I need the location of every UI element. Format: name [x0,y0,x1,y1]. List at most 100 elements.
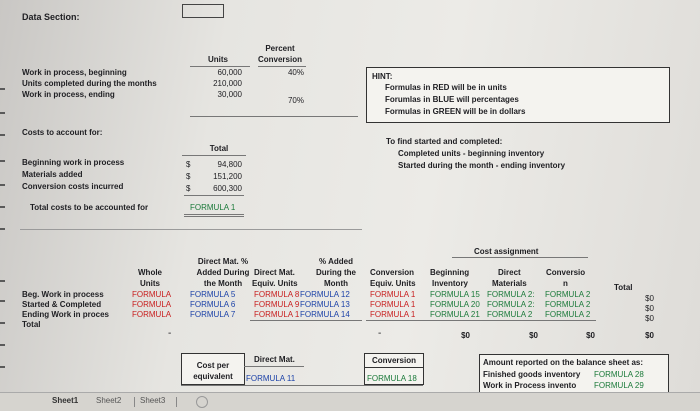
add-sheet-icon[interactable] [196,396,208,408]
cell-beg-inv[interactable]: FORMULA 20 [430,300,480,309]
beg-wip-cost-label: Beginning work in process [22,158,125,167]
conversion-costs-value[interactable]: 600,300 [213,184,242,193]
col-header-whole: Units [140,279,160,288]
cell-pct-added[interactable]: FORMULA 13 [300,300,350,309]
costs-heading: Costs to account for: [22,128,103,137]
row-marker [0,184,5,186]
cell-beg-inv[interactable]: FORMULA 21 [430,310,480,319]
cell-dm-eu[interactable]: FORMULA 1 [254,310,299,319]
cost-per-cv-formula[interactable]: FORMULA 18 [367,374,417,383]
cell-whole-units[interactable]: FORMULA [132,290,172,299]
row-marker [0,300,5,302]
row-marker [0,112,5,114]
cell-direct-mat[interactable]: FORMULA 2: [487,290,535,299]
conversion-header: Conversion [257,55,302,64]
finished-goods-formula[interactable]: FORMULA 28 [594,370,644,379]
cell-conversion[interactable]: FORMULA 2 [545,300,591,309]
units-completed-units[interactable]: 210,000 [213,79,242,88]
row-marker [0,322,5,324]
hint-blue-line: Forumlas in BLUE will percentages [385,95,519,104]
finished-goods-label: Finished goods inventory [483,370,581,379]
cell-beg-inv[interactable]: FORMULA 15 [430,290,480,299]
currency-symbol: $ [186,172,191,181]
col-header-pct-added: Month [324,279,348,288]
total-total[interactable]: $0 [645,331,654,340]
cell-conversion[interactable]: FORMULA 2 [545,310,591,319]
cell-conv-eu[interactable]: FORMULA 1 [370,290,416,299]
row-label-total: Total [22,320,41,329]
cell-whole-units[interactable]: FORMULA [132,310,172,319]
tab-sheet3[interactable]: Sheet3 [140,396,166,405]
sheet-tab-bar: Sheet1 Sheet2 Sheet3 [0,392,700,411]
cell-dm-eu[interactable]: FORMULA 8 [254,290,299,299]
hint-red-line: Formulas in RED will be in units [385,83,507,92]
total-beg-inv[interactable]: $0 [461,331,470,340]
col-header-direct-mat: Direct [498,268,521,277]
cell-dm-pct[interactable]: FORMULA 5 [190,290,236,299]
col-header-dm-eu: Direct Mat. [254,268,295,277]
cell-conv-eu[interactable]: FORMULA 1 [370,310,416,319]
beg-wip-cost-value[interactable]: 94,800 [217,160,242,169]
selected-cell[interactable] [182,4,224,18]
wip-beginning-percent[interactable]: 40% [287,68,304,77]
sum-line [184,195,244,196]
cell-total[interactable]: $0 [645,314,654,323]
balance-sheet-box: Amount reported on the balance sheet as:… [479,354,669,394]
col-header-whole: Whole [138,268,162,277]
header-underline [365,367,423,368]
total-costs-label: Total costs to be accounted for [30,203,149,212]
materials-added-label: Materials added [22,170,83,179]
wip-beginning-units[interactable]: 60,000 [217,68,242,77]
cell-conv-eu[interactable]: FORMULA 1 [370,300,416,309]
costs-total-header: Total [209,144,229,153]
tab-divider [134,397,135,407]
wip-ending-label: Work in process, ending [22,90,115,99]
cost-per-dm-formula[interactable]: FORMULA 11 [246,374,296,383]
total-conversion[interactable]: $0 [586,331,595,340]
cost-per-label: Cost per [196,361,230,370]
cell-total[interactable]: $0 [645,294,654,303]
cell-total[interactable]: $0 [645,304,654,313]
col-header-conversion: Conversio [546,268,586,277]
col-header-conv-eu: Equiv. Units [370,279,416,288]
total-direct-mat[interactable]: $0 [529,331,538,340]
cell-direct-mat[interactable]: FORMULA 2: [487,300,535,309]
tab-sheet2[interactable]: Sheet2 [96,396,122,405]
row-marker [0,366,5,368]
wip-inventory-formula[interactable]: FORMULA 29 [594,381,644,390]
cell-dm-pct[interactable]: FORMULA 6 [190,300,236,309]
tab-sheet1[interactable]: Sheet1 [52,396,79,405]
wip-ending-units[interactable]: 30,000 [217,90,242,99]
separator-line [20,229,362,230]
cell-whole-units[interactable]: FORMULA [132,300,172,309]
cell-conversion[interactable]: FORMULA 2 [545,290,591,299]
row-label-beg-wip: Beg. Work in process [22,290,104,299]
conversion-cost-box: Conversion FORMULA 18 [364,353,424,385]
cell-pct-added[interactable]: FORMULA 12 [300,290,350,299]
col-header-conversion: n [563,279,568,288]
row-marker [0,134,5,136]
total-costs-formula[interactable]: FORMULA 1 [190,203,236,212]
row-underline [366,320,596,321]
separator-line [190,116,358,117]
cell-dm-eu[interactable]: FORMULA 9 [254,300,299,309]
cell-direct-mat[interactable]: FORMULA 2 [487,310,533,319]
cost-per-dm-header: Direct Mat. [254,355,295,364]
find-instruction-line: Started during the month - ending invent… [398,161,566,170]
cost-assignment-header: Cost assignment [474,247,539,256]
wip-inventory-label: Work in Process invento [483,381,577,390]
row-label-ending-wip: Ending Work in proces [22,310,109,319]
balance-sheet-title: Amount reported on the balance sheet as: [483,358,644,367]
cell-pct-added[interactable]: FORMULA 14 [300,310,350,319]
materials-added-value[interactable]: 151,200 [213,172,242,181]
row-marker [0,160,5,162]
col-header-conv-eu: Conversion [370,268,415,277]
row-marker [0,344,5,346]
cell-dm-pct[interactable]: FORMULA 7 [190,310,236,319]
wip-ending-percent[interactable]: 70% [287,96,304,105]
hint-box: HINT: Formulas in RED will be in units F… [366,67,670,123]
total-dash: - [378,328,382,339]
cost-per-equivalent-box: Cost per equivalent [181,353,245,385]
total-dash: - [168,328,172,339]
cost-per-cv-header: Conversion [371,356,416,365]
